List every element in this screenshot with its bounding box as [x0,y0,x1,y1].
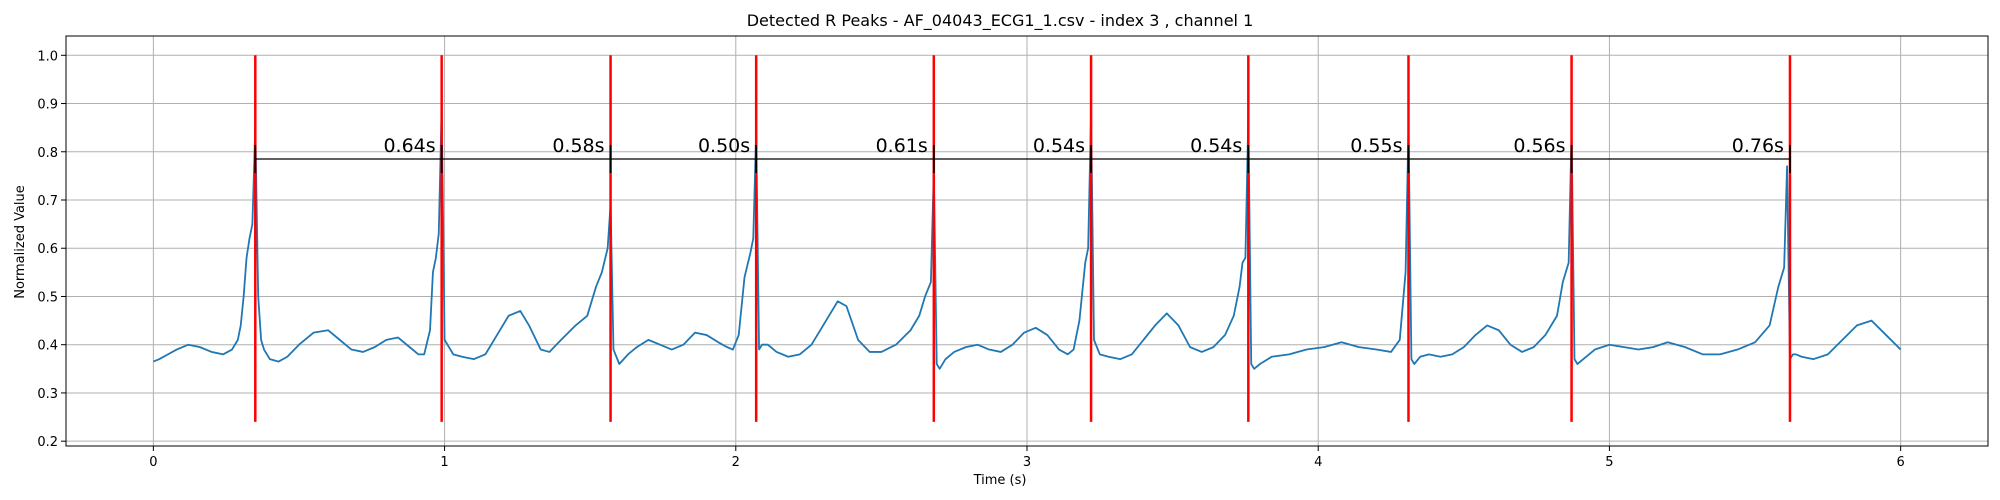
rr-interval-label: 0.64s [383,135,435,157]
ecg-signal-line [153,107,1902,370]
x-tick-label: 2 [732,455,740,470]
interval-annotations: 0.64s 0.58s 0.50s 0.61s 0.54s 0.54s 0.55s 0.56s… [254,135,1791,173]
y-tick-label: 0.9 [37,98,58,113]
rr-interval-label: 0.56s [1513,135,1565,157]
peak-markers [254,55,1792,422]
grid-lines [66,36,1988,446]
x-tick-label: 5 [1605,455,1613,470]
x-tick-label: 3 [1023,455,1031,470]
y-tick-label: 0.2 [37,435,58,450]
plot-frame [65,35,1989,447]
rr-interval-label: 0.58s [552,135,604,157]
y-tick-label: 0.6 [37,242,58,257]
y-tick-label: 0.3 [37,387,58,402]
rr-interval-label: 0.54s [1190,135,1242,157]
x-tick-label: 0 [149,455,157,470]
rr-interval-label: 0.50s [698,135,750,157]
x-axis-label: Time (s) [973,473,1027,488]
y-tick-label: 1.0 [37,49,58,64]
chart-title: Detected R Peaks - AF_04043_ECG1_1.csv -… [747,11,1254,31]
y-axis-label: Normalized Value [13,185,28,299]
axis-ticks: 0 1 2 3 4 5 6 0.2 0.3 0.4 0.5 0.6 0.7 0.8 0.9 1.0 [37,49,1904,470]
y-tick-label: 0.4 [37,339,58,354]
rr-interval-label: 0.76s [1732,135,1784,157]
x-tick-label: 4 [1314,455,1322,470]
y-tick-label: 0.7 [37,194,58,209]
x-tick-label: 6 [1896,455,1904,470]
rr-interval-label: 0.55s [1350,135,1402,157]
signal-layer [153,107,1902,370]
y-tick-label: 0.5 [37,290,58,305]
x-tick-label: 1 [440,455,448,470]
y-tick-label: 0.8 [37,146,58,161]
rr-interval-label: 0.61s [876,135,928,157]
rr-interval-label: 0.54s [1033,135,1085,157]
